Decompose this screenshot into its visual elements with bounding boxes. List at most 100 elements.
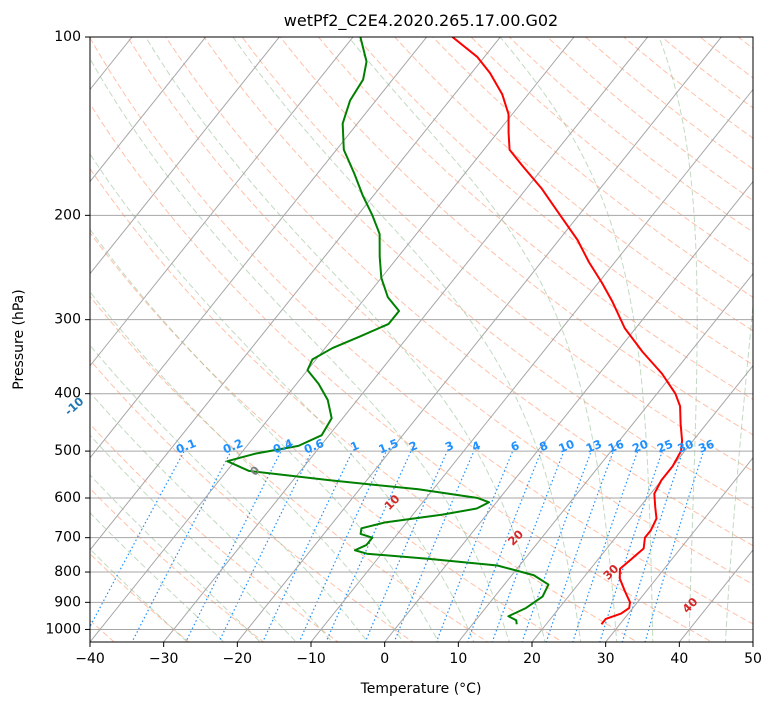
mixing-ratio-line [393, 450, 475, 642]
dry-adiabat-line [90, 359, 414, 642]
mixing-ratio-label: 10 [556, 437, 576, 456]
dry-adiabat-line [355, 37, 753, 366]
dry-adiabat-lines [90, 37, 753, 642]
y-tick-label: 100 [54, 29, 81, 45]
plot-background [90, 37, 753, 642]
mixing-ratio-line [185, 450, 282, 642]
y-tick-label: 1000 [45, 621, 81, 637]
isotherm-line [90, 37, 428, 459]
y-tick-label: 200 [54, 207, 81, 223]
x-axis-label: Temperature (°C) [360, 681, 482, 697]
isotherm-line [384, 180, 753, 642]
x-tick-label: 20 [523, 651, 541, 667]
y-tick-label: 900 [54, 594, 81, 610]
moist-adiabat-line [761, 10, 775, 654]
dry-adiabat-line [432, 37, 753, 298]
mixing-ratio-lines [90, 450, 705, 642]
plot-frame [89, 36, 754, 643]
moist-adiabat-lines [90, 10, 775, 654]
mixing-ratio-line [644, 450, 705, 642]
isotherm-line [90, 37, 575, 642]
x-tick-label: 50 [744, 651, 762, 667]
mixing-ratio-label: 20 [630, 437, 650, 456]
dry-adiabat-line [90, 37, 753, 625]
dry-adiabat-line [127, 37, 753, 585]
dry-adiabat-line [90, 295, 489, 642]
isotherm-line [0, 10, 6, 654]
x-tick-label: −10 [296, 651, 326, 667]
x-tick-label: 0 [380, 651, 389, 667]
x-tick-label: 40 [670, 651, 688, 667]
sounding-series [226, 37, 684, 625]
mixing-ratio-line [364, 450, 448, 642]
y-axis-label: Pressure (hPa) [11, 289, 27, 389]
moist-adiabat-line [347, 37, 618, 642]
dewpoint-line [226, 37, 550, 625]
isotherm-line [531, 364, 753, 642]
dry-adiabat-line [203, 37, 753, 509]
dry-adiabat-line [90, 102, 713, 642]
y-tick-label: 500 [54, 443, 81, 459]
moist-adiabat-line [90, 434, 297, 642]
moist-adiabat-line [90, 228, 440, 642]
moist-adiabat-line [725, 300, 753, 642]
mixing-ratio-line [491, 450, 565, 642]
dry-adiabat-line [394, 37, 753, 332]
dry-adiabat-line [90, 231, 564, 642]
isobar-gridlines [90, 37, 753, 630]
moist-adiabat-line [658, 37, 698, 642]
dry-adiabat-line [279, 37, 753, 436]
mixing-ratio-label: 25 [655, 437, 675, 456]
dry-adiabat-line [470, 37, 753, 266]
moist-adiabat-line [90, 153, 475, 642]
y-tick-label: 400 [54, 386, 81, 402]
x-tick-label: −20 [223, 651, 253, 667]
y-tick-label: 800 [54, 564, 81, 580]
isotherm-line [90, 37, 280, 275]
x-tick-label: −40 [75, 651, 105, 667]
mixing-ratio-line [298, 450, 387, 642]
isotherm-line [310, 88, 753, 642]
moist-adiabat-line [90, 344, 369, 642]
temperature-line [451, 37, 684, 625]
dry-adiabat-line [90, 167, 639, 642]
dry-adiabat-line [241, 37, 753, 472]
moist-adiabat-line [90, 57, 510, 642]
x-tick-label: −30 [149, 651, 179, 667]
moist-adiabat-line [90, 391, 333, 642]
dry-adiabat-line [317, 37, 753, 401]
mixing-ratio-line [621, 450, 684, 642]
chart-title: wetPf2_C2E4.2020.265.17.00.G02 [284, 11, 558, 31]
y-axis-ticks: 100 200 300 400 500 600 700 800 900 1000 [45, 29, 90, 637]
isotherm-gridlines [0, 10, 753, 654]
isotherm-line [605, 457, 753, 642]
mixing-ratio-line [262, 450, 354, 642]
moist-adiabat-line [232, 37, 582, 642]
mixing-ratio-line [218, 450, 313, 642]
x-tick-label: 30 [597, 651, 615, 667]
isotherm-line [90, 37, 207, 183]
mixing-ratio-label: 30 [675, 437, 695, 456]
mixing-ratio-label: 16 [606, 437, 626, 456]
moist-adiabat-line [145, 37, 546, 642]
isotherm-line [90, 37, 354, 367]
mixing-ratio-line [435, 450, 514, 642]
isotherm-line [457, 272, 753, 642]
y-tick-label: 700 [54, 530, 81, 546]
mixing-ratio-label: 13 [584, 437, 604, 456]
y-tick-label: 600 [54, 490, 81, 506]
isotherm-line [90, 37, 501, 551]
dry-adiabat-line [546, 37, 753, 201]
dry-adiabat-line [90, 423, 340, 642]
dry-adiabat-line [165, 37, 753, 547]
isotherm-line [236, 37, 722, 642]
mixing-ratio-line [325, 450, 412, 642]
dry-adiabat-line [622, 37, 753, 139]
isotherm-line [163, 37, 649, 642]
y-tick-label: 300 [54, 312, 81, 328]
x-axis-ticks: −40 −30 −20 −10 0 10 20 30 40 50 [75, 642, 762, 667]
x-tick-label: 10 [449, 651, 467, 667]
moist-adiabat-line [90, 474, 261, 642]
mixing-ratio-label: 36 [696, 437, 716, 456]
